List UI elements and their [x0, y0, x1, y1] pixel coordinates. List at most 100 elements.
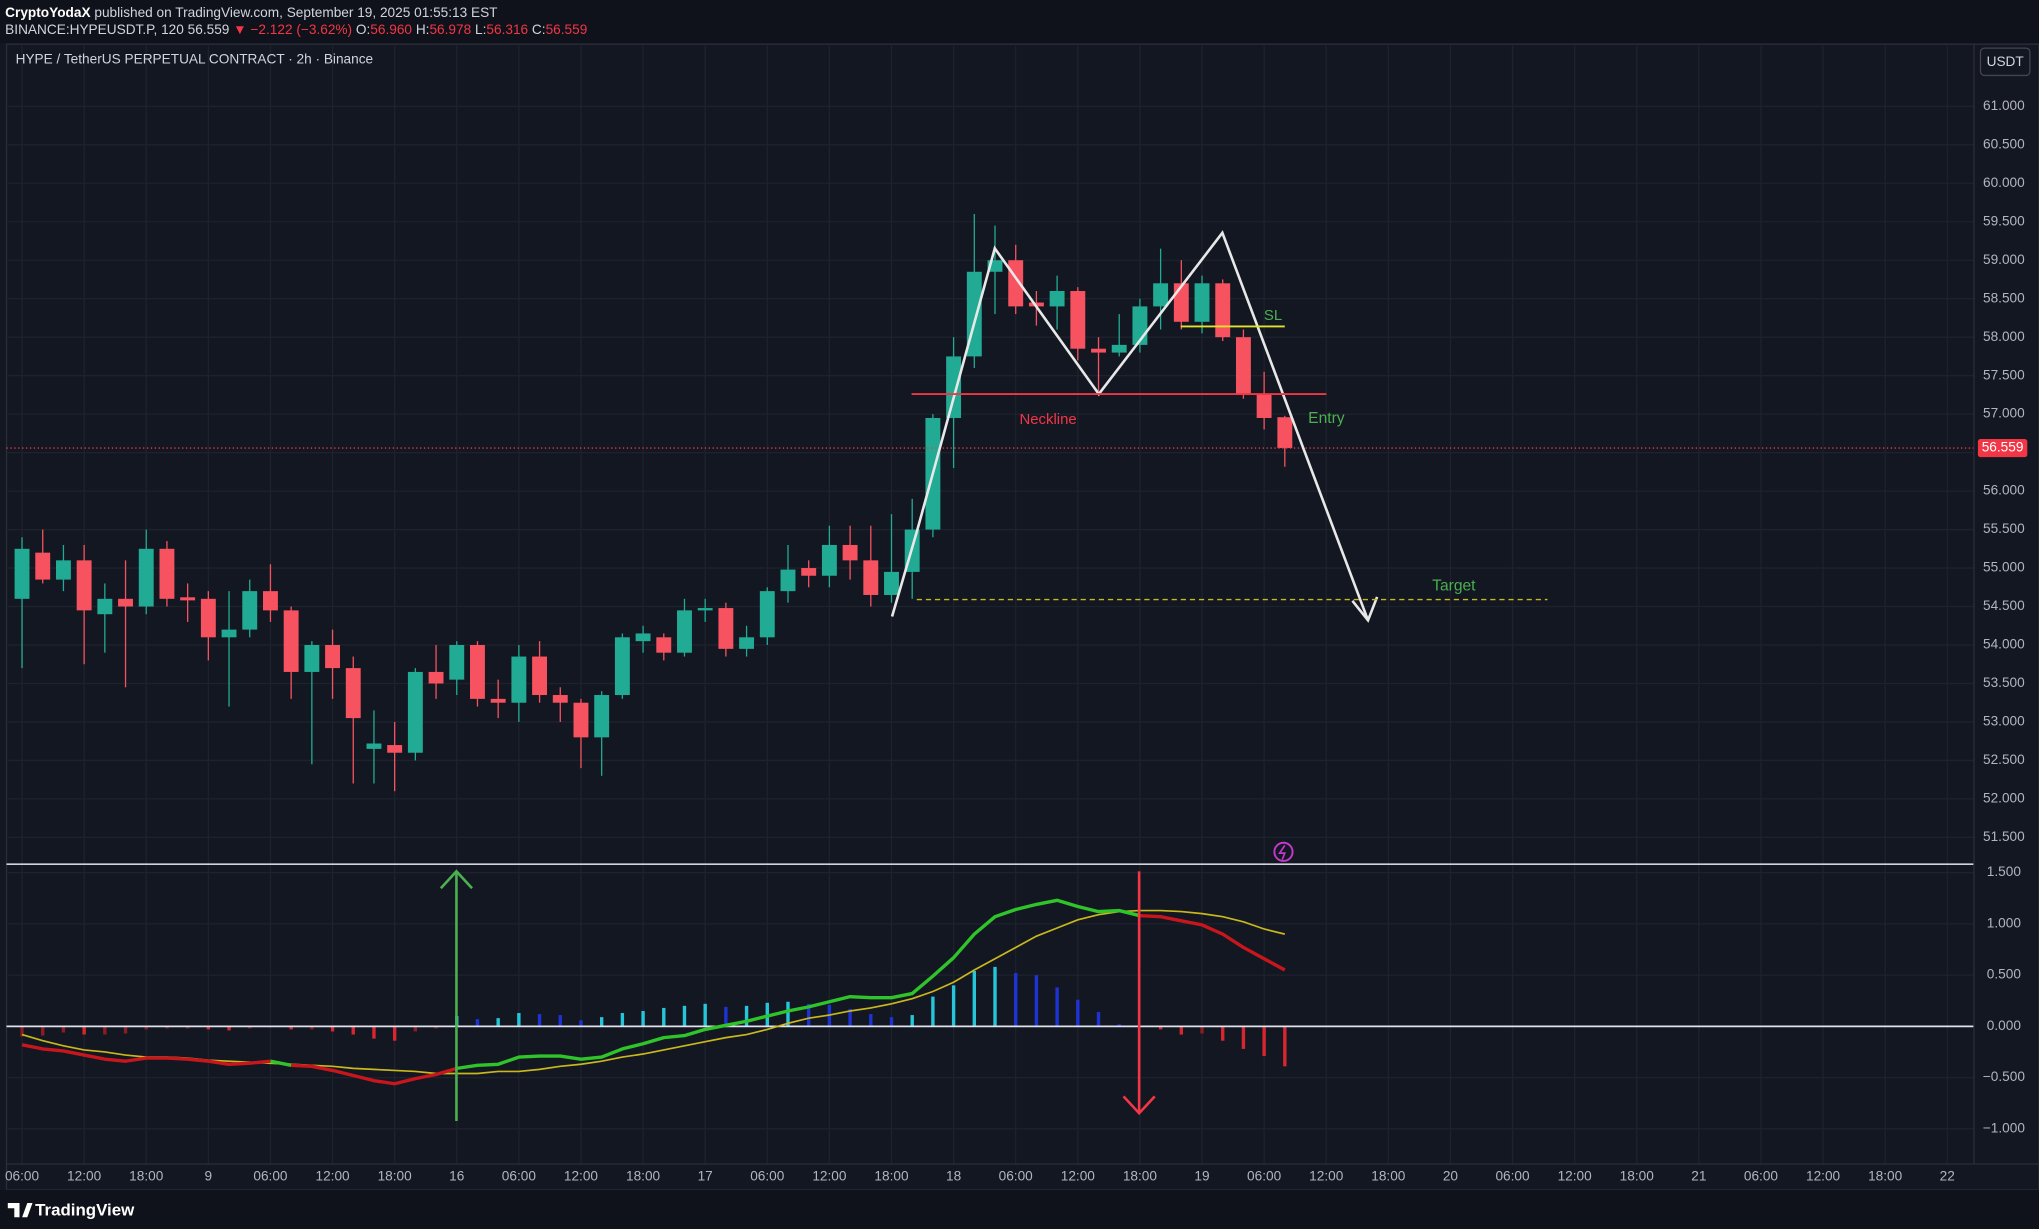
x-tick-label: 06:00 [999, 1169, 1034, 1184]
x-tick-label: 06:00 [5, 1169, 40, 1184]
macd-line [21, 1043, 271, 1066]
histogram-bar [1283, 1026, 1287, 1067]
candle-body [1049, 291, 1065, 307]
y-tick-label: 55.500 [1983, 521, 2025, 536]
y-tick-label: 61.000 [1983, 98, 2025, 113]
histogram-bar [1158, 1026, 1163, 1030]
y-tick-label: 57.000 [1983, 406, 2025, 421]
candle-body [387, 745, 403, 753]
y-tick-label: 53.000 [1983, 714, 2025, 729]
y-tick-label: 59.500 [1983, 213, 2025, 228]
x-tick-label: 18:00 [129, 1169, 164, 1184]
x-tick-label: 19 [1194, 1169, 1209, 1184]
x-tick-label: 12:00 [315, 1169, 350, 1184]
candle-body [987, 260, 1003, 272]
x-tick-label: 06:00 [750, 1169, 785, 1184]
currency-label[interactable]: USDT [1987, 54, 2025, 69]
published: published on TradingView.com, September … [94, 5, 498, 20]
y-tick-label: 59.000 [1983, 252, 2025, 267]
candle-body [262, 591, 278, 611]
x-tick-label: 12:00 [1061, 1169, 1096, 1184]
histogram-bar [1179, 1026, 1184, 1035]
candle-body [470, 644, 485, 699]
candle-body [76, 560, 92, 611]
x-tick-label: 06:00 [1247, 1169, 1282, 1184]
header-line-2: BINANCE:HYPEUSDT.P, 120 56.559 ▼ −2.122 … [5, 22, 587, 37]
histogram-bar [744, 1005, 749, 1027]
candle-body [697, 608, 713, 611]
y-tick-label: 0.500 [1987, 967, 2022, 982]
x-tick-label: 18 [946, 1169, 961, 1184]
sl-label: SL [1264, 307, 1282, 324]
histogram-bar [289, 1026, 293, 1030]
histogram-bar [1076, 999, 1080, 1027]
x-tick-label: 21 [1691, 1169, 1706, 1184]
histogram-bar [496, 1018, 500, 1027]
candle-body [718, 608, 734, 649]
histogram-bar [972, 971, 976, 1027]
header-bar [0, 0, 2039, 43]
symbol: BINANCE:HYPEUSDT.P, 120 [5, 22, 184, 37]
histogram-bar [248, 1026, 252, 1029]
x-tick-label: 12:00 [812, 1169, 847, 1184]
y-tick-label: 52.500 [1983, 752, 2025, 767]
histogram-bar [351, 1026, 355, 1035]
x-tick-label: 17 [698, 1169, 713, 1184]
candle-body [304, 644, 320, 672]
candle-body [594, 695, 610, 738]
entry-label: Entry [1308, 410, 1345, 427]
histogram-bar [641, 1010, 645, 1027]
candle-body [801, 568, 817, 576]
histogram-bar [1262, 1026, 1266, 1057]
histogram-bar [806, 1003, 811, 1027]
histogram-bar [517, 1013, 521, 1027]
y-tick-label: 60.500 [1983, 136, 2025, 151]
histogram-bar [103, 1026, 107, 1035]
macd-line [291, 1063, 458, 1086]
last: 56.559 [188, 22, 230, 37]
ohlc-label: O: [356, 22, 370, 37]
x-tick-label: 06:00 [1495, 1169, 1530, 1184]
histogram-bar [848, 1008, 852, 1027]
candle-body [759, 591, 775, 638]
x-tick-label: 18:00 [1620, 1169, 1655, 1184]
y-tick-label: 58.000 [1983, 329, 2025, 344]
sell-arrowhead [1122, 1095, 1156, 1116]
pattern-arrowhead [1351, 596, 1379, 623]
histogram-bar [558, 1015, 562, 1027]
x-tick-label: 18:00 [874, 1169, 909, 1184]
candle-body [884, 571, 899, 595]
histogram-bar [703, 1003, 707, 1027]
event-icon[interactable] [1273, 841, 1294, 862]
logo-mark [7, 1202, 33, 1218]
histogram-bar [1221, 1026, 1225, 1041]
y-tick-label: 53.500 [1983, 675, 2025, 690]
candle-body [325, 644, 341, 669]
ohlc-value: 56.316 [486, 22, 528, 37]
candle-body [863, 560, 879, 595]
histogram-bar [1014, 973, 1018, 1027]
histogram-bar [579, 1020, 583, 1027]
candle-body [14, 548, 30, 599]
histogram-bar [786, 1001, 790, 1027]
candle-body [1070, 291, 1086, 349]
candle-body [428, 671, 444, 684]
histogram-bar [1117, 1024, 1121, 1027]
x-tick-label: 18:00 [1371, 1169, 1406, 1184]
currency-button[interactable] [1979, 47, 2031, 77]
x-tick-label: 20 [1443, 1169, 1459, 1184]
last-price-label: 56.559 [1982, 440, 2024, 455]
y-tick-label: 1.500 [1987, 864, 2022, 879]
ohlc-value: 56.960 [370, 22, 412, 37]
last-price-box [1977, 438, 2028, 458]
y-tick-label: 57.500 [1983, 367, 2025, 382]
histogram-bar [931, 996, 935, 1027]
candle-body [532, 656, 548, 696]
candle-body [242, 591, 258, 630]
x-tick-label: 18:00 [1868, 1169, 1903, 1184]
x-tick-label: 12:00 [67, 1169, 102, 1184]
histogram-bar [1055, 987, 1059, 1027]
candle-body [511, 656, 527, 703]
